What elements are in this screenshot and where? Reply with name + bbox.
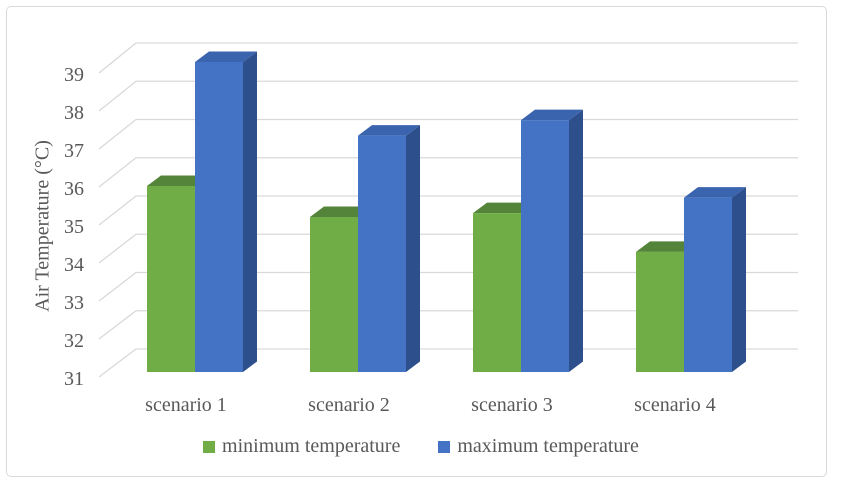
y-axis-tick-label: 34 — [64, 254, 84, 276]
legend: minimum temperature maximum temperature — [0, 433, 842, 459]
bar-maximum-2 — [358, 135, 406, 372]
bar-top-face — [195, 51, 257, 62]
bar-side-face — [243, 51, 257, 372]
bar-top-face — [684, 187, 746, 198]
bar-minimum-1 — [147, 186, 195, 372]
bar-maximum-1 — [195, 62, 243, 372]
bar-top-face — [473, 202, 535, 214]
bar-top-face — [521, 109, 583, 121]
legend-label: minimum temperature — [222, 435, 401, 457]
bar-maximum-3 — [521, 120, 569, 372]
bar-side-face — [569, 109, 583, 372]
x-category-label: scenario 3 — [471, 394, 553, 416]
y-axis-tick-label: 38 — [64, 102, 84, 124]
bar-minimum-2 — [310, 217, 358, 372]
bar-top-face — [147, 175, 209, 186]
y-axis-tick-label: 39 — [64, 64, 84, 86]
gridline — [98, 42, 798, 74]
y-axis-tick-label: 35 — [64, 216, 84, 238]
y-axis-tick-label: 36 — [64, 178, 84, 200]
y-axis-tick-label: 33 — [64, 292, 84, 314]
x-category-label: scenario 2 — [308, 394, 390, 416]
legend-item: minimum temperature — [203, 433, 400, 459]
bar-minimum-4 — [636, 251, 684, 372]
legend-swatch-icon — [203, 440, 216, 453]
legend-swatch-icon — [438, 440, 451, 453]
bar-top-face — [636, 241, 698, 252]
legend-item: maximum temperature — [438, 433, 639, 459]
bar-top-face — [358, 125, 420, 136]
bar-side-face — [732, 187, 746, 372]
y-axis-tick-label: 31 — [64, 368, 84, 390]
bar-top-face — [310, 206, 372, 217]
bar-minimum-3 — [473, 213, 521, 372]
bar-side-face — [406, 125, 420, 372]
legend-label: maximum temperature — [457, 435, 639, 457]
y-axis-tick-label: 37 — [64, 140, 84, 162]
gridline — [98, 80, 798, 112]
x-category-label: scenario 4 — [634, 394, 716, 416]
y-axis-tick-label: 32 — [64, 330, 84, 352]
bar-maximum-4 — [684, 197, 732, 372]
x-category-label: scenario 1 — [145, 394, 227, 416]
